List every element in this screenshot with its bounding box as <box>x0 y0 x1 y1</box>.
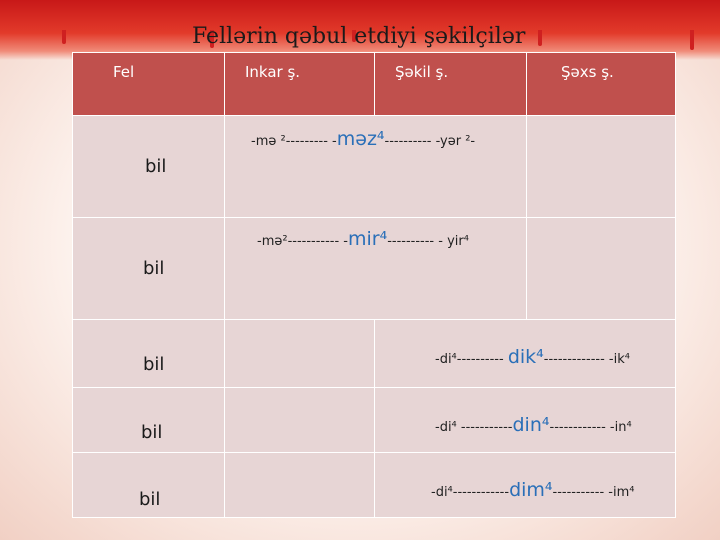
verb-cell: bil <box>72 452 225 518</box>
table-row: bil -di⁴---------- dik⁴------------- -ik… <box>72 319 676 388</box>
verb-cell: bil <box>72 387 225 453</box>
empty-cell <box>224 387 375 453</box>
header-sexs: Şəxs ş. <box>526 52 676 116</box>
decorative-drip <box>210 30 214 48</box>
header-inkar: Inkar ş. <box>224 52 375 116</box>
suffix-cell: -mə²----------- -mir⁴---------- - yir⁴ <box>224 217 527 320</box>
suffix-text: -mə²----------- -mir⁴---------- - yir⁴ <box>257 228 469 250</box>
verb-text: bil <box>143 354 165 375</box>
page-title: Fellərin qəbul etdiyi şəkilçilər <box>192 24 526 49</box>
decorative-drip <box>690 30 694 50</box>
suffix-text: -mə ²--------- -məz⁴---------- -yər ²- <box>251 128 476 150</box>
suffix-cell: -di⁴---------- dik⁴------------- -ik⁴ <box>374 319 676 388</box>
verb-cell: bil <box>72 115 225 218</box>
table-row: bil -di⁴------------dim⁴----------- -im⁴ <box>72 452 676 518</box>
empty-cell <box>224 452 375 518</box>
header-row: Fel Inkar ş. Şəkil ş. Şəxs ş. <box>72 52 676 116</box>
verb-text: bil <box>141 422 163 443</box>
empty-cell <box>526 217 676 320</box>
decorative-drip <box>538 30 542 46</box>
suffix-text: -di⁴------------dim⁴----------- -im⁴ <box>431 479 635 501</box>
suffix-cell: -di⁴------------dim⁴----------- -im⁴ <box>374 452 676 518</box>
empty-cell <box>526 115 676 218</box>
decorative-drip <box>62 30 66 44</box>
table-row: bil -mə ²--------- -məz⁴---------- -yər … <box>72 115 676 218</box>
suffix-table: Fel Inkar ş. Şəkil ş. Şəxs ş. bil -mə ²-… <box>72 52 676 518</box>
verb-text: bil <box>143 258 165 279</box>
verb-text: bil <box>139 489 161 510</box>
suffix-text: -di⁴ -----------din⁴------------ -in⁴ <box>435 414 632 436</box>
table-row: bil -mə²----------- -mir⁴---------- - yi… <box>72 217 676 320</box>
verb-text: bil <box>145 156 167 177</box>
suffix-text: -di⁴---------- dik⁴------------- -ik⁴ <box>435 346 630 368</box>
table-row: bil -di⁴ -----------din⁴------------ -in… <box>72 387 676 453</box>
suffix-cell: -di⁴ -----------din⁴------------ -in⁴ <box>374 387 676 453</box>
suffix-cell: -mə ²--------- -məz⁴---------- -yər ²- <box>224 115 527 218</box>
verb-cell: bil <box>72 319 225 388</box>
verb-cell: bil <box>72 217 225 320</box>
header-fel: Fel <box>72 52 225 116</box>
top-banner <box>0 0 720 60</box>
empty-cell <box>224 319 375 388</box>
header-sekil: Şəkil ş. <box>374 52 527 116</box>
decorative-drip <box>352 30 356 42</box>
